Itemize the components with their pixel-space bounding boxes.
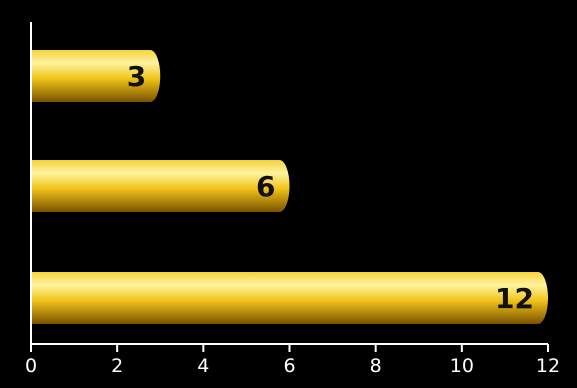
bar-value-label-0: 3 xyxy=(127,60,146,93)
x-tick-label-3: 6 xyxy=(283,355,295,377)
x-tick-label-2: 4 xyxy=(197,355,209,377)
axes-group: 0 2 4 6 8 10 12 xyxy=(25,22,560,377)
value-labels-group: 3 6 12 xyxy=(127,60,534,315)
bar-0 xyxy=(31,50,161,102)
bars-group xyxy=(31,50,548,324)
x-tick-label-4: 8 xyxy=(370,355,382,377)
bar-value-label-2: 12 xyxy=(495,282,534,315)
bar-2 xyxy=(31,272,548,324)
bar-1 xyxy=(31,160,290,212)
x-tick-label-1: 2 xyxy=(111,355,123,377)
x-tick-label-6: 12 xyxy=(536,355,560,377)
x-tick-label-5: 10 xyxy=(450,355,474,377)
x-tick-label-0: 0 xyxy=(25,355,37,377)
bar-value-label-1: 6 xyxy=(256,170,275,203)
